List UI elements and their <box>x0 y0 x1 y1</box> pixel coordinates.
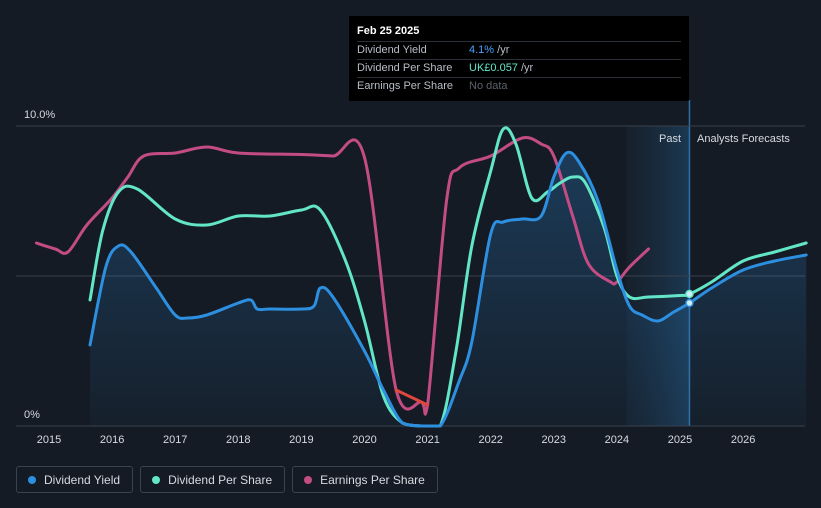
x-tick-label: 2024 <box>605 434 629 446</box>
dividend-per-share-marker <box>685 289 694 299</box>
x-tick-label: 2017 <box>163 434 187 446</box>
tooltip-date: Feb 25 2025 <box>357 23 681 42</box>
earnings-per-share-negative-segment <box>394 388 430 407</box>
tooltip-row-dividend-yield: Dividend Yield 4.1% /yr <box>357 42 681 60</box>
tooltip-value: 4.1% <box>469 44 495 56</box>
dividend-yield-line <box>88 150 808 428</box>
x-tick-label: 2020 <box>352 434 376 446</box>
tooltip: Feb 25 2025 Dividend Yield 4.1% /yr Divi… <box>349 16 689 101</box>
legend-label: Dividend Per Share <box>168 472 273 487</box>
tooltip-label: Dividend Per Share <box>357 62 453 74</box>
tooltip-value: UK£0.057 <box>469 62 518 74</box>
tooltip-label: Dividend Yield <box>357 44 427 56</box>
legend-dot-icon <box>152 475 161 484</box>
legend-dividend-yield[interactable]: Dividend Yield <box>16 466 134 493</box>
x-tick-label: 2015 <box>37 434 61 446</box>
legend-label: Dividend Yield <box>44 472 121 487</box>
y-tick-label: 0% <box>24 409 40 421</box>
legend: Dividend Yield Dividend Per Share Earnin… <box>16 466 438 493</box>
y-tick-label: 10.0% <box>24 109 55 121</box>
tooltip-row-dividend-per-share: Dividend Per Share UK£0.057 /yr <box>357 60 681 78</box>
tooltip-row-earnings-per-share: Earnings Per Share No data <box>357 78 681 95</box>
legend-dot-icon <box>304 475 313 484</box>
tooltip-unit: /yr <box>494 44 510 56</box>
x-tick-label: 2025 <box>668 434 692 446</box>
past-label: Past <box>659 133 681 145</box>
x-tick-label: 2019 <box>289 434 313 446</box>
x-tick-label: 2021 <box>415 434 439 446</box>
analysts-forecasts-label: Analysts Forecasts <box>697 133 790 145</box>
dividend-yield-area <box>90 152 807 426</box>
legend-dividend-per-share[interactable]: Dividend Per Share <box>140 466 286 493</box>
dividend-per-share-line <box>88 126 808 428</box>
legend-label: Earnings Per Share <box>320 472 425 487</box>
legend-dot-icon <box>28 475 36 484</box>
x-tick-label: 2016 <box>100 434 124 446</box>
x-tick-label: 2026 <box>731 434 755 446</box>
earnings-per-share-line <box>34 136 650 416</box>
x-tick-label: 2023 <box>542 434 566 446</box>
x-tick-label: 2018 <box>226 434 250 446</box>
tooltip-label: Earnings Per Share <box>357 80 453 92</box>
legend-earnings-per-share[interactable]: Earnings Per Share <box>292 466 438 493</box>
x-tick-label: 2022 <box>478 434 502 446</box>
tooltip-value: No data <box>469 80 508 92</box>
tooltip-unit: /yr <box>517 62 534 74</box>
dividend-yield-marker <box>685 298 694 308</box>
